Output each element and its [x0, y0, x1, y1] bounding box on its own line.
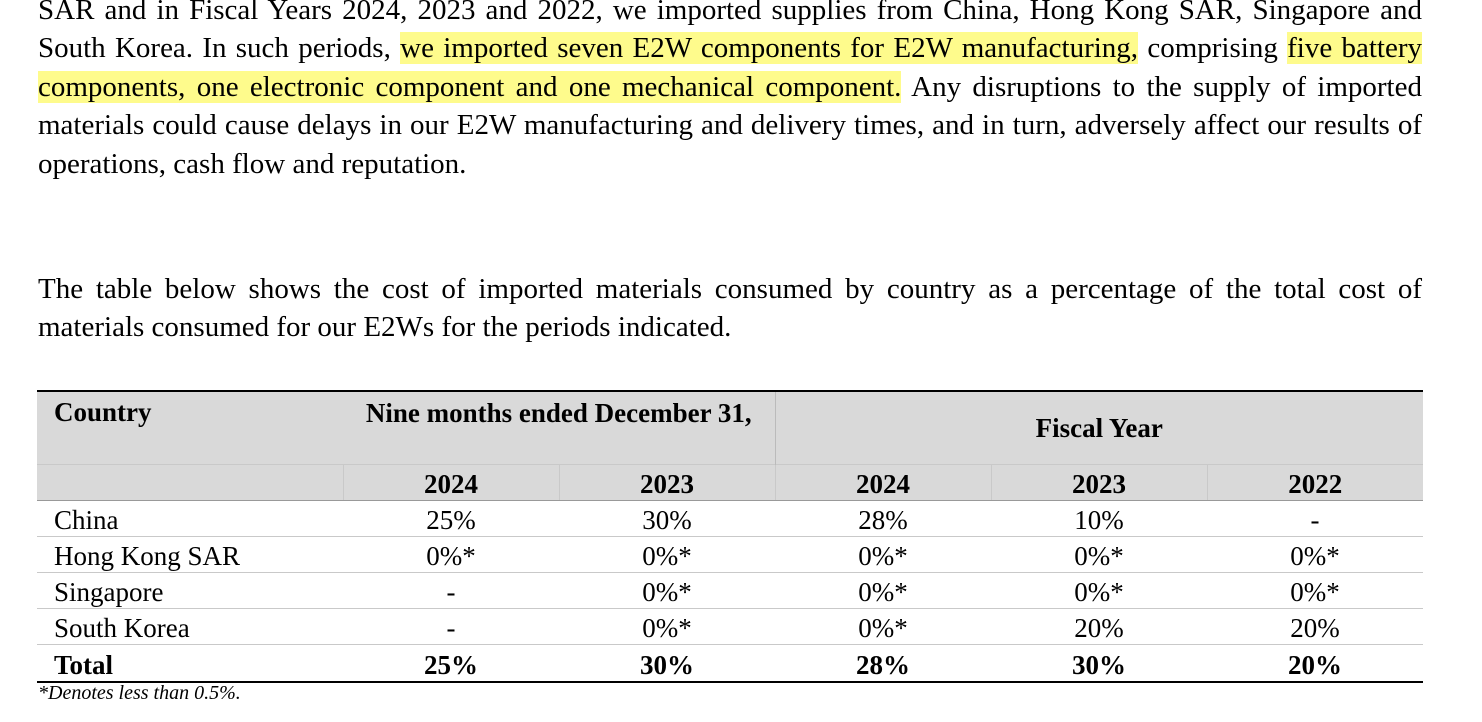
table-cell: 0%* [775, 536, 992, 573]
table-cell: 20% [1207, 644, 1424, 683]
table-cell: 10% [991, 500, 1208, 537]
table-row: Singapore - 0%* 0%* 0%* 0%* [37, 572, 1424, 609]
country-header: Country [37, 390, 343, 465]
row-label: South Korea [37, 608, 343, 645]
table-cell: 20% [1207, 608, 1424, 645]
year-header: 2024 [342, 464, 559, 501]
table-cell: - [343, 572, 559, 609]
table-cell: 0%* [559, 608, 776, 645]
year-header: 2023 [558, 464, 776, 501]
year-header: 2023 [990, 464, 1208, 501]
row-label: Hong Kong SAR [37, 536, 343, 573]
table-intro-paragraph: The table below shows the cost of import… [38, 273, 1422, 344]
row-label: China [37, 500, 343, 537]
table-cell: 25% [343, 500, 559, 537]
table-cell: 0%* [991, 572, 1208, 609]
header-spacer [37, 464, 343, 501]
row-label: Total [37, 644, 343, 683]
nine-months-header: Nine months ended December 31, [343, 390, 776, 465]
highlighted-text: we imported seven E2W components for E2W… [400, 32, 1139, 65]
year-header: 2022 [1206, 464, 1424, 501]
table-cell: 0%* [559, 572, 776, 609]
year-header: 2024 [774, 464, 992, 501]
footnote: *Denotes less than 0.5%. [38, 682, 241, 704]
table-cell: - [343, 608, 559, 645]
table-cell: 30% [559, 644, 776, 683]
table-cell: 0%* [775, 572, 992, 609]
intro-paragraph: SAR and in Fiscal Years 2024, 2023 and 2… [38, 0, 1422, 183]
table-cell: 30% [991, 644, 1208, 683]
imported-materials-table: Country Nine months ended December 31, F… [37, 390, 1424, 683]
paragraph-text: comprising [1138, 32, 1288, 65]
paragraph-text: Any disruptions to the supply of importe… [38, 70, 1422, 180]
total-row: Total 25% 30% 28% 30% 20% [37, 644, 1424, 683]
paragraph-text: SAR and in Fiscal Years 2024, 2023 and 2… [38, 0, 1422, 65]
table-cell: 0%* [775, 608, 992, 645]
table-cell: 28% [775, 500, 992, 537]
table-cell: 0%* [1207, 572, 1424, 609]
table-cell: 0%* [991, 536, 1208, 573]
row-label: Singapore [37, 572, 343, 609]
table-cell: 0%* [343, 536, 559, 573]
table-row: South Korea - 0%* 0%* 20% 20% [37, 608, 1424, 645]
table-cell: 25% [343, 644, 559, 683]
table-row: China 25% 30% 28% 10% - [37, 500, 1424, 537]
table-cell: 20% [991, 608, 1208, 645]
table-cell: 28% [775, 644, 992, 683]
table-cell: - [1207, 500, 1424, 537]
table-row: Hong Kong SAR 0%* 0%* 0%* 0%* 0%* [37, 536, 1424, 573]
fiscal-year-header: Fiscal Year [774, 390, 1424, 465]
table-cell: 30% [559, 500, 776, 537]
table-cell: 0%* [1207, 536, 1424, 573]
table-cell: 0%* [559, 536, 776, 573]
